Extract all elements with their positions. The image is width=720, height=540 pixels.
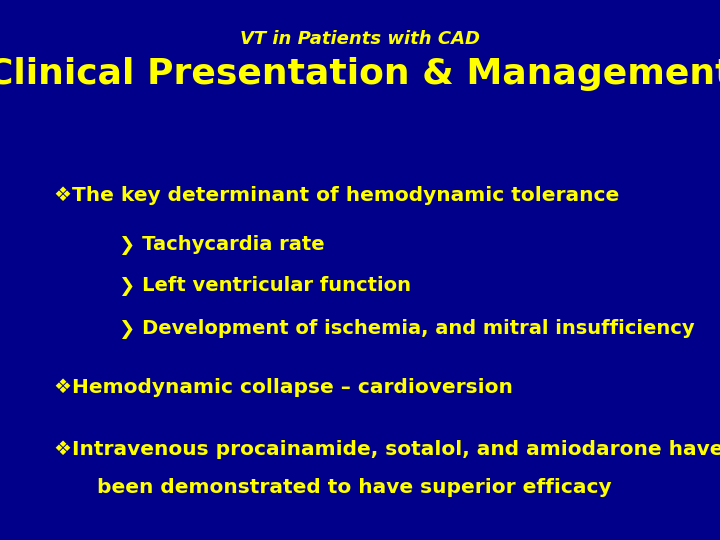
- Text: VT in Patients with CAD: VT in Patients with CAD: [240, 30, 480, 48]
- Text: ❖Intravenous procainamide, sotalol, and amiodarone have: ❖Intravenous procainamide, sotalol, and …: [54, 440, 720, 459]
- Text: been demonstrated to have superior efficacy: been demonstrated to have superior effic…: [97, 478, 612, 497]
- Text: ❯ Left ventricular function: ❯ Left ventricular function: [119, 276, 411, 296]
- Text: ❯ Tachycardia rate: ❯ Tachycardia rate: [119, 235, 325, 255]
- Text: ❖Hemodynamic collapse – cardioversion: ❖Hemodynamic collapse – cardioversion: [54, 378, 513, 397]
- Text: ❖The key determinant of hemodynamic tolerance: ❖The key determinant of hemodynamic tole…: [54, 186, 619, 205]
- Text: ❯ Development of ischemia, and mitral insufficiency: ❯ Development of ischemia, and mitral in…: [119, 319, 694, 339]
- Text: Clinical Presentation & Management: Clinical Presentation & Management: [0, 57, 720, 91]
